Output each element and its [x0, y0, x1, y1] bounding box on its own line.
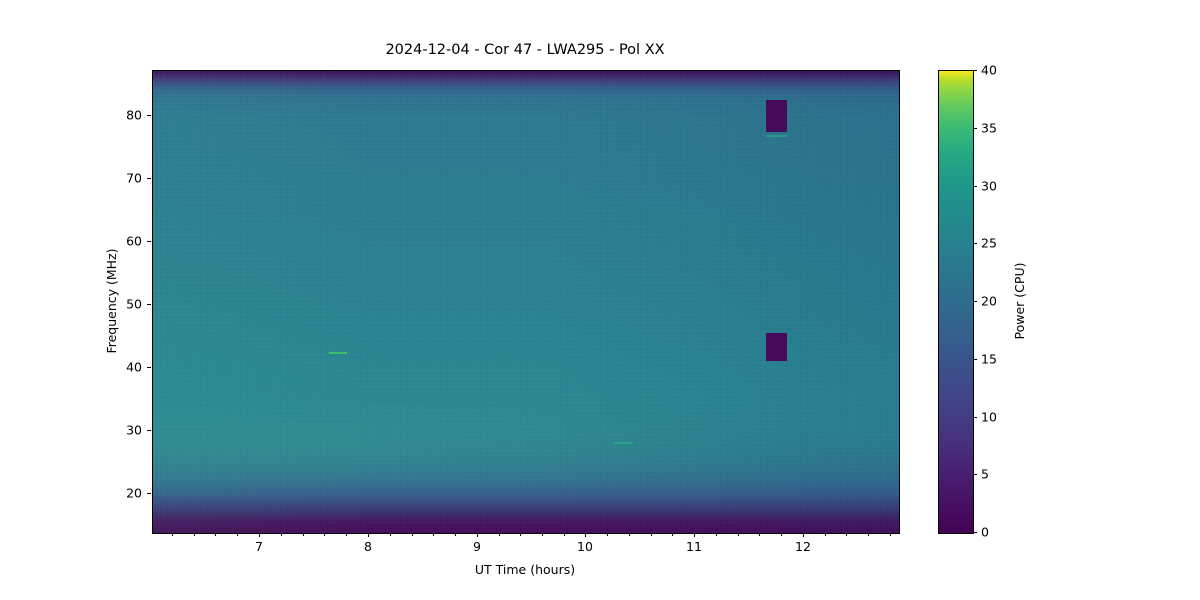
x-tick-7	[259, 533, 260, 537]
x-tick-minor	[455, 533, 456, 536]
x-tick-minor	[651, 533, 652, 536]
colorbar-ticklabel: 40	[981, 62, 997, 78]
narrowband-rfi-42mhz	[329, 352, 347, 354]
x-tick-minor	[390, 533, 391, 536]
x-tick-minor	[738, 533, 739, 536]
y-ticklabel: 60	[126, 233, 142, 249]
y-tick-40	[147, 367, 151, 368]
x-tick-minor	[520, 533, 521, 536]
colorbar-tick-40	[973, 70, 977, 71]
x-tick-minor	[303, 533, 304, 536]
colorbar-ticklabel: 35	[981, 120, 997, 136]
colorbar-tick-0	[973, 532, 977, 533]
heatmap-row-texture	[153, 71, 899, 533]
narrowband-rfi-27mhz	[614, 442, 633, 444]
x-tick-minor	[607, 533, 608, 536]
x-tick-minor	[324, 533, 325, 536]
x-tick-11	[694, 533, 695, 537]
x-tick-minor	[281, 533, 282, 536]
spectrogram-axes[interactable]	[152, 70, 900, 534]
colorbar-tick-30	[973, 185, 977, 187]
x-tick-minor	[412, 533, 413, 536]
y-ticklabel: 70	[126, 170, 142, 186]
colorbar-tick-25	[973, 243, 977, 245]
colorbar-ticklabel: 5	[981, 466, 989, 482]
heatmap-column-texture	[153, 71, 899, 533]
x-ticklabel: 11	[686, 539, 702, 554]
colorbar-gradient	[939, 71, 973, 533]
y-ticklabel: 20	[126, 485, 142, 501]
heatmap-lowfreq-peak	[153, 71, 899, 533]
x-tick-minor	[194, 533, 195, 536]
x-tick-minor	[237, 533, 238, 536]
x-tick-minor	[825, 533, 826, 536]
colorbar[interactable]	[938, 70, 974, 534]
x-ticklabel: 8	[364, 539, 372, 554]
x-tick-minor	[629, 533, 630, 536]
colorbar-tick-20	[973, 301, 977, 302]
y-tick-60	[147, 241, 151, 242]
colorbar-ticklabel: 30	[981, 178, 997, 193]
x-tick-minor	[890, 533, 891, 536]
x-axis-label: UT Time (hours)	[474, 562, 576, 577]
colorbar-tick-10	[973, 416, 977, 418]
x-ticklabel: 7	[255, 539, 263, 554]
x-tick-8	[368, 533, 369, 537]
x-tick-minor	[346, 533, 347, 536]
y-ticklabel: 40	[126, 359, 142, 375]
x-tick-10	[585, 533, 586, 537]
x-tick-minor	[672, 533, 673, 536]
flagged-block-lower	[766, 333, 787, 361]
x-tick-minor	[499, 533, 500, 536]
x-tick-minor	[716, 533, 717, 536]
y-ticklabel: 80	[126, 107, 142, 123]
colorbar-tick-15	[973, 358, 977, 360]
colorbar-label: Power (CPU)	[1012, 262, 1027, 340]
y-tick-80	[147, 115, 151, 116]
y-tick-20	[147, 493, 151, 494]
y-axis-label: Frequency (MHz)	[104, 248, 119, 354]
y-ticklabel: 50	[126, 296, 142, 312]
page-title: 2024-12-04 - Cor 47 - LWA295 - Pol XX	[385, 42, 665, 58]
x-ticklabel: 10	[577, 539, 593, 554]
y-tick-30	[147, 430, 151, 431]
colorbar-tick-35	[973, 127, 977, 129]
colorbar-ticklabel: 0	[981, 524, 989, 540]
x-tick-minor	[433, 533, 434, 536]
x-tick-minor	[542, 533, 543, 536]
x-tick-minor	[781, 533, 782, 536]
heatmap-time-gradient	[153, 71, 899, 533]
flagged-block-upper	[766, 100, 787, 132]
x-ticklabel: 12	[795, 539, 811, 554]
colorbar-ticklabel: 20	[981, 293, 997, 309]
x-tick-9	[477, 533, 478, 537]
colorbar-ticklabel: 25	[981, 235, 997, 251]
x-ticklabel: 9	[473, 539, 481, 554]
x-tick-minor	[564, 533, 565, 536]
x-tick-minor	[215, 533, 216, 536]
heatmap-frequency-gradient	[153, 71, 899, 533]
y-tick-50	[147, 304, 151, 305]
heatmap-image	[153, 71, 899, 533]
y-ticklabel: 30	[126, 422, 142, 438]
narrowband-rfi-83mhz	[766, 135, 787, 137]
colorbar-ticklabel: 10	[981, 409, 997, 424]
y-tick-70	[147, 178, 151, 179]
x-tick-minor	[846, 533, 847, 536]
x-tick-minor	[759, 533, 760, 536]
colorbar-ticklabel: 15	[981, 351, 997, 367]
colorbar-tick-5	[973, 474, 977, 476]
x-tick-12	[803, 533, 804, 537]
x-tick-minor	[172, 533, 173, 536]
x-tick-minor	[868, 533, 869, 536]
